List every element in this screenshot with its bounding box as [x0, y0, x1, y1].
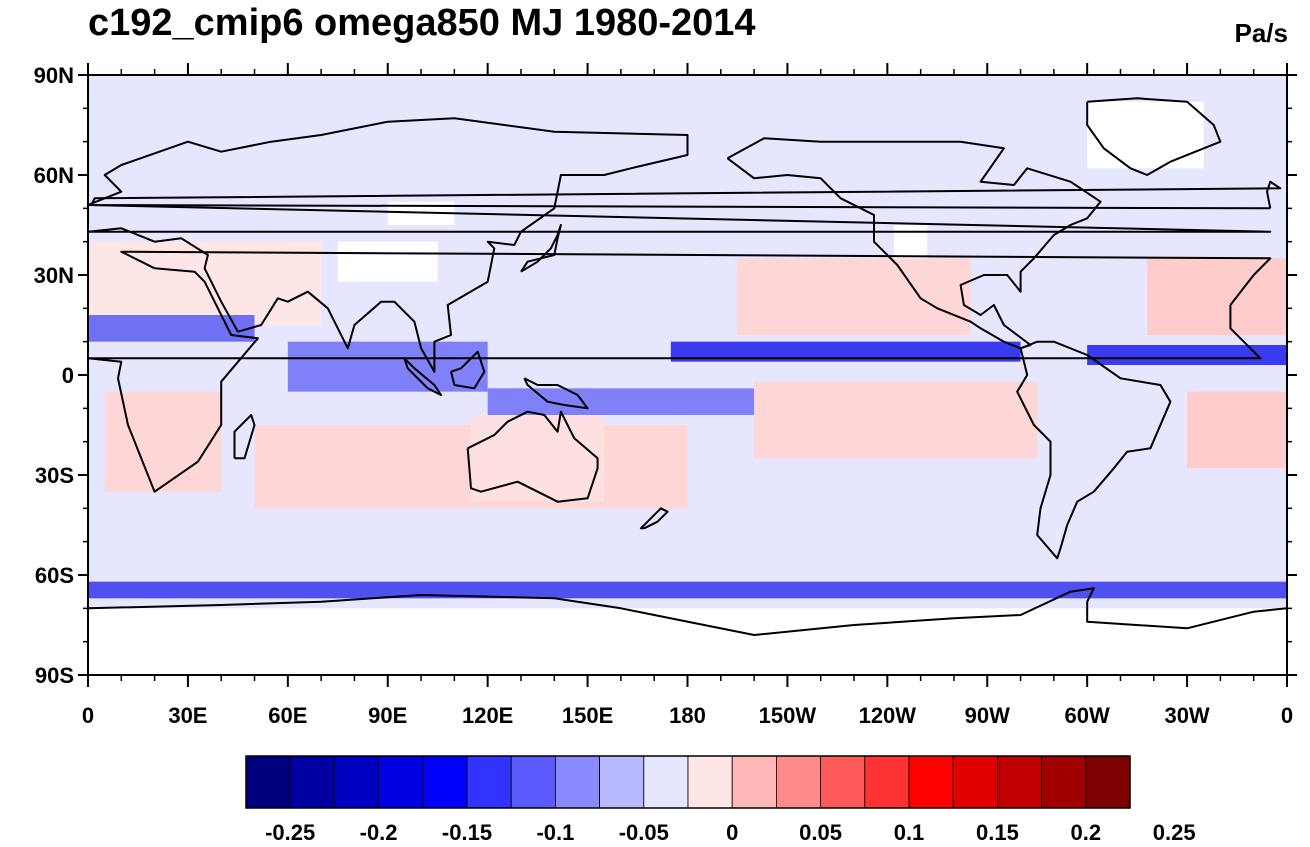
- lat-tick-label: 60N: [34, 163, 74, 188]
- coastline-africa: [88, 250, 1272, 493]
- colorbar-box: [422, 755, 468, 809]
- colorbar-label: -0.1: [536, 820, 574, 845]
- lat-tick-label: 0: [62, 363, 74, 388]
- colorbar-box: [776, 755, 822, 809]
- lon-tick-label: 120W: [859, 703, 917, 728]
- colorbar-label: 0.15: [976, 820, 1019, 845]
- colorbar-label: 0.05: [799, 820, 842, 845]
- coastline-antarctica: [88, 587, 1287, 636]
- axis-ticks: 90N 60N 30N 0 30S 60S 90S 0 30E 60E 90E 120E 150E 180…: [34, 63, 1297, 728]
- field-ascent: [487, 388, 755, 415]
- coastline-australia: [466, 410, 599, 503]
- colorbar-box: [1085, 755, 1131, 809]
- coastline-south-america: [1016, 340, 1172, 560]
- coastline-greenland: [1086, 97, 1222, 176]
- lon-tick-label: 90W: [965, 703, 1010, 728]
- colorbar-label: 0: [726, 820, 738, 845]
- coastline-new-zealand: [639, 507, 669, 530]
- field-subsidence: [104, 391, 222, 492]
- colorbar-label: -0.15: [442, 820, 492, 845]
- lon-tick-label: 0: [82, 703, 94, 728]
- lon-tick-label: 180: [669, 703, 706, 728]
- field-no-data: [893, 225, 928, 259]
- coastline-uk: [90, 180, 1282, 210]
- colorbar: -0.25 -0.2 -0.15 -0.1 -0.05 0 0.05 0.1 0.15 0.2 0.…: [245, 755, 1196, 845]
- lon-tick-label: 30E: [168, 703, 207, 728]
- coastline-japan: [520, 224, 562, 273]
- lat-tick-label: 90S: [35, 663, 74, 688]
- field-no-data: [1087, 101, 1204, 169]
- colorbar-box: [289, 755, 335, 809]
- colorbar-box: [555, 755, 601, 809]
- lon-tick-label: 120E: [462, 703, 513, 728]
- field-subsidence: [471, 415, 605, 502]
- colorbar-label: 0.25: [1153, 820, 1196, 845]
- lon-tick-label: 90E: [368, 703, 407, 728]
- field-ascent: [670, 341, 1021, 362]
- plot-title: c192_cmip6 omega850 MJ 1980-2014: [88, 2, 756, 44]
- coastlines: [88, 97, 1287, 636]
- colorbar-box: [1041, 755, 1087, 809]
- coastline-new-guinea: [523, 377, 589, 410]
- colorbar-label: -0.25: [265, 820, 315, 845]
- colorbar-box: [997, 755, 1043, 809]
- colorbar-box: [908, 755, 954, 809]
- colorbar-label: -0.2: [360, 820, 398, 845]
- colorbar-box: [864, 755, 910, 809]
- coastline-borneo: [450, 350, 486, 390]
- field-no-data: [337, 241, 438, 282]
- colorbar-box: [466, 755, 512, 809]
- lat-tick-label: 30N: [34, 263, 74, 288]
- coastline-sumatra: [403, 357, 442, 396]
- field-ascent: [88, 315, 255, 342]
- colorbar-box: [687, 755, 733, 809]
- lon-tick-label: 150E: [562, 703, 613, 728]
- lon-tick-label: 60E: [268, 703, 307, 728]
- field-subsidence: [1187, 391, 1287, 469]
- colorbar-box: [643, 755, 689, 809]
- colorbar-box: [952, 755, 998, 809]
- field-ascent: [1087, 345, 1287, 365]
- coastline-europe-asia: [88, 117, 1272, 373]
- lat-tick-label: 90N: [34, 63, 74, 88]
- colorbar-label: 0.2: [1071, 820, 1102, 845]
- colorbar-box: [599, 755, 645, 809]
- lat-tick-label: 60S: [35, 563, 74, 588]
- coastline-north-america: [726, 137, 1102, 350]
- colorbar-box: [731, 755, 777, 809]
- lon-tick-label: 30W: [1164, 703, 1209, 728]
- field-subsidence: [754, 381, 1038, 459]
- field-features: [88, 101, 1287, 675]
- field-no-data: [88, 608, 1287, 675]
- lon-tick-label: 60W: [1065, 703, 1110, 728]
- lat-tick-label: 30S: [35, 463, 74, 488]
- field-subsidence: [1147, 258, 1287, 335]
- colorbar-box: [378, 755, 424, 809]
- coastline-madagascar: [233, 414, 256, 460]
- colorbar-frame: [245, 755, 1131, 809]
- colorbar-label: -0.05: [619, 820, 669, 845]
- lon-tick-label: 150W: [759, 703, 817, 728]
- lon-tick-label: 0: [1281, 703, 1293, 728]
- field-ascent: [88, 581, 1287, 599]
- colorbar-box: [510, 755, 556, 809]
- colorbar-box: [245, 755, 291, 809]
- colorbar-label: 0.1: [894, 820, 925, 845]
- colorbar-box: [333, 755, 379, 809]
- units-label: Pa/s: [1234, 18, 1289, 48]
- field-ascent: [287, 341, 488, 392]
- field-subsidence: [737, 258, 971, 335]
- colorbar-box: [820, 755, 866, 809]
